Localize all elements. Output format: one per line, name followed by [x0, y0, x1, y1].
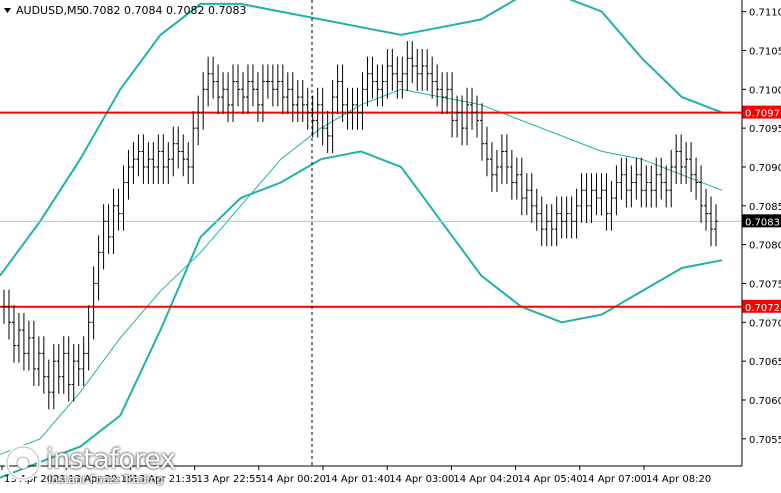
price-tick-label: 0.7110: [749, 8, 781, 19]
current-price-label: 0.7083: [745, 217, 780, 228]
bollinger-lower-line: [0, 150, 723, 479]
level-label: 0.7097: [745, 109, 780, 120]
price-tick-label: 0.7095: [749, 124, 781, 135]
current-price-label-bg: [742, 214, 781, 228]
level-label-bg: [742, 105, 781, 119]
price-tick-label: 0.7080: [749, 241, 781, 252]
plot-background: [0, 0, 742, 466]
level-label-bg: [742, 299, 781, 313]
indicator-layer: [0, 0, 723, 479]
price-tick-label: 0.7055: [749, 435, 781, 446]
time-tick-label: 14 Apr 04:20: [453, 474, 518, 485]
price-tick-label: 0.7105: [749, 46, 781, 57]
price-tick-label: 0.7060: [749, 396, 781, 407]
time-tick-label: 13 Apr 2021: [4, 474, 66, 485]
moving-average-line: [0, 88, 723, 455]
price-axis: 0.7110 0.7105 0.7100 0.7095 0.7090 0.7085 0.70…: [741, 0, 781, 466]
price-tick-label: 0.7065: [749, 357, 781, 368]
time-tick-label: 14 Apr 01:40: [325, 474, 390, 485]
level-label: 0.7072: [745, 303, 780, 314]
time-tick-label: 13 Apr 21:35: [132, 474, 197, 485]
candles-layer: [2, 41, 718, 410]
price-tick-label: 0.7085: [749, 202, 781, 213]
time-tick-label: 14 Apr 00:20: [261, 474, 326, 485]
time-tick-label: 13 Apr 22:55: [197, 474, 262, 485]
time-tick-label: 13 Apr 20:15: [68, 474, 133, 485]
title-triangle-icon: [4, 8, 11, 13]
time-tick-label: 14 Apr 07:00: [582, 474, 647, 485]
ohlc-label: 0.7082 0.7084 0.7082 0.7083: [82, 4, 246, 17]
time-tick-label: 14 Apr 08:20: [646, 474, 711, 485]
price-tick-label: 0.7100: [749, 85, 781, 96]
price-tick-label: 0.7075: [749, 279, 781, 290]
bollinger-upper-line: [0, 0, 723, 277]
price-tick-label: 0.7090: [749, 163, 781, 174]
chart-title: AUDUSD,M5: [16, 4, 84, 17]
time-tick-label: 14 Apr 05:40: [518, 474, 583, 485]
price-tick-label: 0.7070: [749, 318, 781, 329]
time-tick-label: 14 Apr 03:00: [389, 474, 454, 485]
level-layer: 0.7097 0.7072 0.7083: [0, 105, 781, 314]
